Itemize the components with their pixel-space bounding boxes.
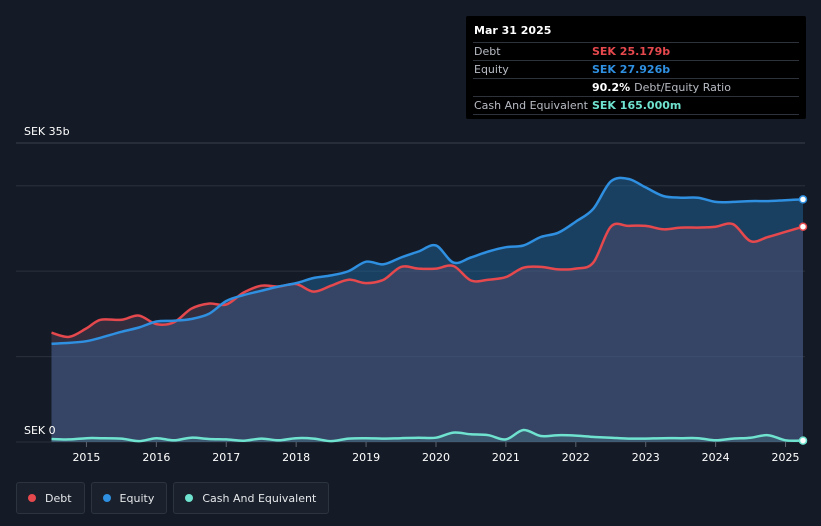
x-axis-ticks: 2015 2016 2017 2018 2019 2020 2021 2022 2023 2024… [72,442,800,464]
debt-area [51,223,803,442]
x-tick-label-2021: 2021 [492,451,520,464]
cash-and-equivalent-endpoint [798,436,808,445]
x-tick-label-2019: 2019 [352,451,380,464]
x-tick-label-2024: 2024 [702,451,730,464]
legend-label-equity: Equity [119,491,155,505]
legend-item-equity[interactable]: Equity [90,482,168,514]
tooltip-equity-value: SEK 27.926b [592,63,671,76]
x-tick-label-2015: 2015 [72,451,100,464]
legend-item-cash[interactable]: Cash And Equivalent [173,482,330,514]
tooltip-ratio-value: 90.2% [592,81,631,94]
tooltip-equity-row: Equity SEK 27.926b [473,60,799,78]
y-axis-bottom-label: SEK 0 [24,424,56,437]
chart-gridlines [16,142,805,443]
tooltip-ratio-label: Debt/Equity Ratio [634,81,731,94]
x-tick-label-2017: 2017 [212,451,240,464]
x-tick-label-2022: 2022 [562,451,590,464]
tooltip-ratio-spacer [473,79,592,96]
tooltip-debt-row: Debt SEK 25.179b [473,42,799,60]
legend-dot-debt [28,494,36,502]
equity-area [51,177,803,442]
tooltip-ratio-row: 90.2% Debt/Equity Ratio [473,78,799,96]
y-axis-top-label: SEK 35b [24,125,70,138]
x-tick-label-2023: 2023 [632,451,660,464]
x-tick-label-2018: 2018 [282,451,310,464]
tooltip-cash-row: Cash And Equivalent SEK 165.000m [473,96,799,115]
tooltip-cash-value: SEK 165.000m [592,99,682,112]
chart-legend: Debt Equity Cash And Equivalent [16,482,330,514]
equity-line [51,176,804,346]
tooltip-debt-label: Debt [474,45,501,58]
equity-endpoint [798,195,808,204]
legend-label-debt: Debt [45,491,72,505]
tooltip-cash-label: Cash And Equivalent [474,99,588,112]
x-tick-label-2025: 2025 [772,451,800,464]
data-tooltip: Mar 31 2025 Debt SEK 25.179b Equity SEK … [466,16,806,119]
x-tick-label-2016: 2016 [142,451,170,464]
debt-endpoint [798,222,808,231]
tooltip-equity-label: Equity [474,63,509,76]
cash-and-equivalent-line [51,428,804,443]
legend-label-cash: Cash And Equivalent [202,491,317,505]
tooltip-date: Mar 31 2025 [474,24,552,37]
chart-lines [51,176,804,443]
plot-background [48,143,805,442]
tooltip-debt-value: SEK 25.179b [592,45,671,58]
x-tick-label-2020: 2020 [422,451,450,464]
legend-item-debt[interactable]: Debt [16,482,85,514]
series-endpoints [798,195,808,445]
legend-dot-equity [102,494,111,502]
legend-dot-cash [185,494,194,502]
